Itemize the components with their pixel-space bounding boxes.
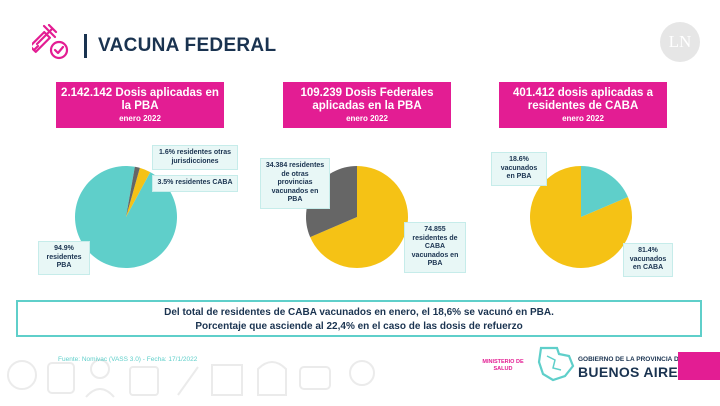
label-c1-pba: 94.9% residentes PBA: [38, 241, 90, 275]
box-date: enero 2022: [346, 114, 388, 123]
summary-banner: Del total de residentes de CABA vacunado…: [16, 300, 702, 337]
label-c1-otras: 1.6% residentes otras jurisdicciones: [152, 145, 238, 170]
pie-3-slice-2: [581, 166, 628, 217]
summary-box-federales: 109.239 Dosis Federales aplicadas en la …: [283, 82, 451, 128]
box-headline: 401.412 dosis aplicadas a residentes de …: [512, 87, 653, 112]
box-headline: 109.239 Dosis Federales aplicadas en la …: [300, 87, 434, 112]
pie-1-slice-1: [75, 166, 178, 268]
banner-line-2: Porcentaje que asciende al 22,4% en el c…: [195, 321, 523, 332]
gov-line-1: GOBIERNO DE LA PROVINCIA DE: [578, 356, 683, 363]
summary-box-pba: 2.142.142 Dosis aplicadas en la PBA ener…: [56, 82, 224, 128]
title-divider: [84, 34, 87, 58]
pie-1-slice-2: [126, 167, 151, 217]
syringe-check-icon: [32, 24, 69, 60]
gov-line-2: BUENOS AIRES: [578, 364, 688, 380]
pie-1-slice-3: [126, 166, 140, 217]
brand-color-block: [678, 352, 720, 380]
label-c1-caba: 3.5% residentes CABA: [152, 175, 238, 192]
source-note: Fuente: Nomivac (VASS 3.0) - Fecha: 17/1…: [58, 356, 198, 363]
page-title: VACUNA FEDERAL: [98, 35, 277, 56]
label-c3-caba: 81.4% vacunados en CABA: [623, 243, 673, 277]
la-nacion-logo: LN: [660, 22, 700, 62]
box-headline: 2.142.142 Dosis aplicadas en la PBA: [61, 87, 219, 112]
label-c2-otras: 34.384 residentes de otras provincias va…: [260, 158, 330, 209]
buenos-aires-map-logo: [537, 346, 575, 382]
header: VACUNA FEDERAL LN: [0, 0, 720, 70]
banner-line-1: Del total de residentes de CABA vacunado…: [164, 307, 554, 318]
decorative-health-icons: [7, 359, 375, 398]
box-date: enero 2022: [562, 114, 604, 123]
summary-box-caba: 401.412 dosis aplicadas a residentes de …: [499, 82, 667, 128]
label-c3-pba: 18.6% vacunados en PBA: [491, 152, 547, 186]
box-date: enero 2022: [119, 114, 161, 123]
label-c2-caba: 74.855 residentes de CABA vacunados en P…: [404, 222, 466, 273]
pie-charts: [75, 166, 632, 269]
ministerio-de-salud: MINISTERIO DE SALUD: [482, 359, 524, 372]
pie-2-slice-1: [310, 166, 408, 269]
